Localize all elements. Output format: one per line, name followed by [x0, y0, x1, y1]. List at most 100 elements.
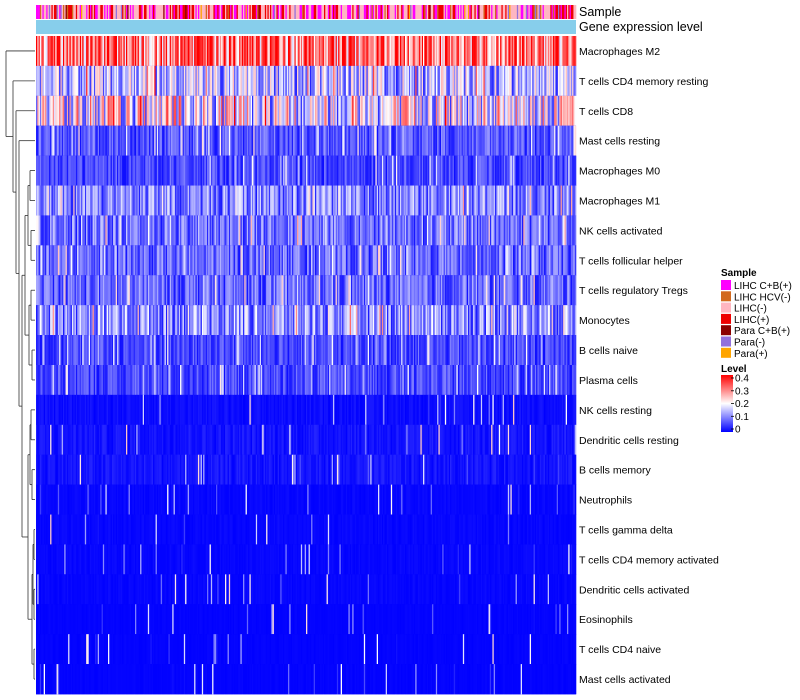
heatmap-cell	[416, 36, 419, 67]
sample-annotation-cell	[212, 5, 214, 19]
heatmap-cell	[210, 65, 213, 97]
heatmap-cell	[263, 36, 266, 67]
heatmap-cell	[351, 335, 353, 366]
heatmap-cell	[396, 305, 398, 336]
heatmap-cell	[432, 275, 434, 306]
heatmap-cell	[464, 65, 466, 97]
heatmap-cell	[379, 65, 381, 97]
sample-annotation-cell	[550, 5, 552, 19]
heatmap-cell	[522, 245, 524, 276]
heatmap-cell	[423, 305, 425, 336]
heatmap-cell	[407, 36, 410, 67]
heatmap-cell	[506, 305, 509, 336]
heatmap-cell	[169, 185, 172, 216]
heatmap-cell	[303, 95, 306, 127]
heatmap-cell	[61, 215, 64, 246]
heatmap-cell	[187, 155, 190, 186]
heatmap-cell	[65, 95, 68, 127]
heatmap-cell	[267, 215, 270, 246]
heatmap-cell	[237, 65, 240, 97]
heatmap-cell	[524, 215, 527, 246]
heatmap-cell	[155, 36, 158, 67]
heatmap-cell	[77, 125, 79, 156]
heatmap-cell	[524, 125, 527, 156]
heatmap-cell	[293, 125, 295, 156]
heatmap-cell	[309, 185, 312, 216]
heatmap-cell	[104, 155, 106, 186]
heatmap-cell	[248, 305, 250, 336]
heatmap-cell	[291, 305, 294, 336]
sample-annotation-cell	[430, 5, 433, 19]
heatmap-cell	[158, 245, 160, 276]
heatmap-cell	[504, 275, 506, 306]
heatmap-cell	[504, 36, 506, 67]
heatmap-cell	[474, 155, 477, 186]
heatmap-cell	[300, 275, 303, 306]
heatmap-cell	[186, 305, 189, 336]
heatmap-cell	[190, 95, 192, 127]
heatmap-cell	[272, 275, 275, 306]
heatmap-cell	[271, 185, 273, 216]
heatmap-cell	[231, 95, 234, 127]
heatmap-cell	[173, 185, 176, 216]
heatmap-cell	[488, 125, 491, 156]
heatmap-cell	[297, 215, 299, 246]
heatmap-cell	[477, 305, 479, 336]
sample-annotation-cell	[81, 5, 83, 19]
heatmap-cell	[474, 305, 477, 336]
heatmap-cell	[425, 275, 428, 306]
heatmap-cell	[392, 245, 394, 276]
heatmap-cell	[534, 245, 537, 276]
heatmap-cell	[376, 36, 379, 67]
heatmap-cell	[309, 335, 312, 366]
heatmap-cell	[96, 125, 99, 156]
heatmap-cell	[68, 95, 70, 127]
heatmap-cell	[402, 275, 405, 306]
heatmap-cell	[122, 275, 124, 306]
heatmap-cell	[93, 335, 96, 366]
heatmap-cell	[420, 36, 423, 67]
sample-annotation-cell	[158, 5, 160, 19]
heatmap-cell	[411, 65, 414, 97]
heatmap-cell	[181, 305, 183, 336]
heatmap-cell	[176, 36, 178, 67]
heatmap-cell	[105, 95, 108, 127]
heatmap-cell	[546, 275, 549, 306]
heatmap-cell	[60, 305, 63, 336]
heatmap-cell	[183, 275, 186, 306]
heatmap-cell	[101, 305, 104, 336]
heatmap-cell	[569, 185, 572, 216]
heatmap-cell	[106, 335, 109, 366]
heatmap-cell	[540, 65, 542, 97]
heatmap-cell	[473, 245, 475, 276]
heatmap-cell	[255, 185, 258, 216]
heatmap-cell	[196, 275, 199, 306]
heatmap-cell	[478, 275, 480, 306]
heatmap-cell	[469, 215, 471, 246]
heatmap-cell	[114, 95, 117, 127]
heatmap-cell	[466, 36, 469, 67]
heatmap-cell	[460, 245, 462, 276]
heatmap-cell	[335, 305, 338, 336]
heatmap-cell	[135, 125, 137, 156]
heatmap-cell	[471, 215, 474, 246]
heatmap-cell	[516, 95, 519, 127]
heatmap-cell	[572, 155, 574, 186]
heatmap-cell	[137, 275, 140, 306]
heatmap-cell	[330, 125, 333, 156]
heatmap-cell	[252, 36, 254, 67]
heatmap-cell	[502, 275, 505, 306]
heatmap-cell	[442, 215, 444, 246]
heatmap-cell	[519, 275, 522, 306]
sample-annotation-cell	[387, 5, 389, 19]
heatmap-cell	[407, 275, 410, 306]
heatmap-cell	[421, 305, 424, 336]
heatmap-cell	[354, 245, 357, 276]
heatmap-cell	[439, 245, 442, 276]
heatmap-cell	[477, 245, 479, 276]
heatmap-cell	[252, 305, 254, 336]
sample-annotation-cell	[466, 5, 469, 19]
heatmap-cell	[164, 305, 167, 336]
heatmap-cell	[311, 275, 313, 306]
heatmap-cell	[232, 125, 235, 156]
